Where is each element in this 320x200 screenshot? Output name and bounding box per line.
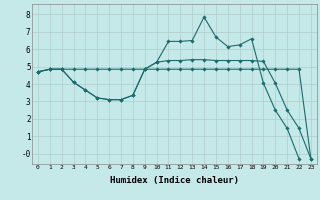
X-axis label: Humidex (Indice chaleur): Humidex (Indice chaleur) xyxy=(110,176,239,185)
